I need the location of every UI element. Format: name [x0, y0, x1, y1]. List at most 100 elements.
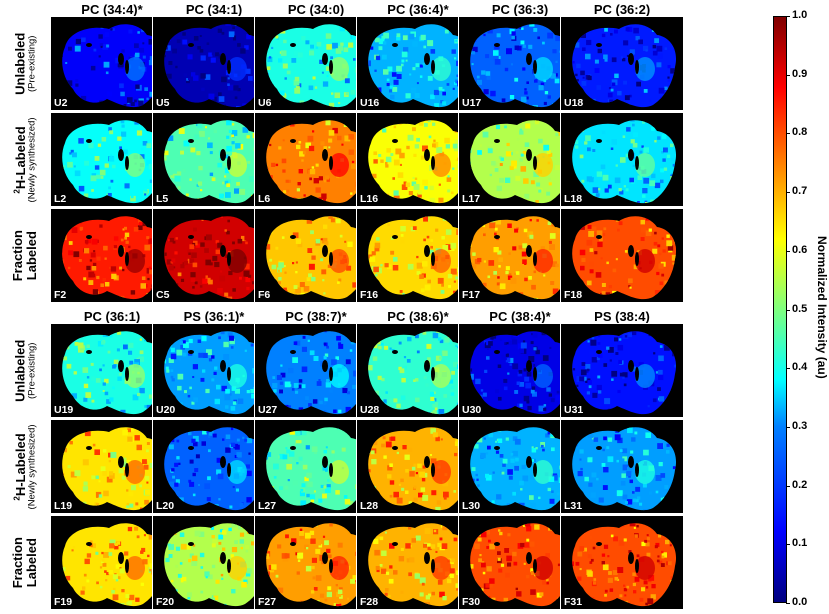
tile-label: F17	[462, 289, 481, 301]
column-title: PC (38:7)*	[285, 309, 347, 324]
column-title: PC (36:1)	[83, 309, 141, 324]
tissue-map	[62, 216, 167, 300]
row-label-main: Unlabeled	[12, 32, 28, 95]
row-label: 2H-Labeled (Newly synthesized)	[4, 419, 46, 514]
tile-label: F28	[360, 596, 379, 608]
tile-label: U28	[360, 404, 380, 416]
tissue-image: L31	[560, 419, 684, 514]
tile-label: L5	[156, 193, 169, 205]
tile-label: F18	[564, 289, 583, 301]
row-label-main: 2H-Labeled	[12, 424, 27, 509]
colorbar-tick-mark	[786, 250, 790, 252]
tissue-map	[368, 24, 473, 108]
tissue-map	[572, 216, 677, 300]
row-label-text: Fraction Labeled	[10, 229, 40, 282]
tile-label: U17	[462, 97, 482, 109]
tile-label: L6	[258, 193, 271, 205]
row-label-sub: (Pre-existing)	[25, 35, 37, 92]
colorbar-tick-label: 0.6	[792, 243, 808, 256]
tissue-map	[164, 24, 269, 108]
tile-label: U30	[462, 404, 482, 416]
tissue-map	[62, 331, 167, 415]
tissue-image: U31	[560, 323, 684, 418]
tissue-map	[572, 427, 677, 511]
tile-label: F6	[258, 289, 271, 301]
colorbar-tick-mark	[786, 544, 790, 546]
tissue-image: F18	[560, 208, 684, 303]
row-label: 2H-Labeled (Newly synthesized)	[4, 112, 46, 207]
column-title: PC (36:2)	[593, 2, 651, 17]
column-title: PS (36:1)*	[183, 309, 245, 324]
tile-label: L28	[360, 500, 379, 512]
colorbar-tick-mark	[786, 16, 790, 17]
tissue-map	[266, 523, 371, 607]
row-label-text: Fraction Labeled	[10, 537, 40, 588]
tissue-map	[164, 120, 269, 204]
tissue-map	[368, 216, 473, 300]
tissue-map	[266, 24, 371, 108]
colorbar-tick-label: 0.1	[792, 537, 808, 550]
row-label: Fraction Labeled	[4, 208, 46, 303]
column-title: PC (38:6)*	[387, 309, 449, 324]
tile-label: U5	[156, 97, 170, 109]
tissue-map	[266, 331, 371, 415]
tissue-map	[470, 120, 575, 204]
colorbar-tick-mark	[786, 74, 790, 76]
tile-label: U27	[258, 404, 278, 416]
tile-label: F27	[258, 596, 277, 608]
colorbar	[773, 16, 787, 603]
row-label: Unlabeled (Pre-existing)	[4, 16, 46, 111]
row-label: Fraction Labeled	[4, 515, 46, 610]
column-title: PS (38:4)	[594, 309, 650, 324]
tile-label: L2	[54, 193, 67, 205]
tissue-map	[368, 523, 473, 607]
row-label-sub: (Newly synthesized)	[26, 424, 37, 509]
tissue-map	[62, 523, 167, 607]
column-title: PC (34:0)	[287, 2, 345, 17]
colorbar-tick-mark	[786, 485, 790, 487]
tissue-map	[470, 523, 575, 607]
tile-label: U19	[54, 404, 74, 416]
row-label-main: Unlabeled	[12, 339, 28, 402]
tissue-map	[572, 523, 677, 607]
tissue-map	[368, 120, 473, 204]
tile-label: U20	[156, 404, 176, 416]
tissue-image: U27	[254, 323, 378, 418]
tile-label: F2	[54, 289, 67, 301]
row-label-text: Unlabeled (Pre-existing)	[12, 339, 37, 402]
tissue-map	[470, 331, 575, 415]
row-label-text: 2H-Labeled (Newly synthesized)	[12, 117, 37, 202]
colorbar-tick-mark	[786, 368, 790, 370]
tissue-image: L18	[560, 112, 684, 207]
colorbar-tick-mark	[786, 133, 790, 135]
tissue-map	[470, 216, 575, 300]
row-label-sub: (Pre-existing)	[25, 342, 37, 399]
column-title: PC (36:3)	[491, 2, 549, 17]
colorbar-tick-label: 0.3	[792, 419, 808, 432]
tile-label: U6	[258, 97, 272, 109]
tile-label: U16	[360, 97, 380, 109]
column-title: PC (38:4)*	[489, 309, 551, 324]
tile-label: U18	[564, 97, 584, 109]
row-label-line2: Labeled	[24, 230, 40, 281]
row-label-line2: Labeled	[24, 537, 40, 588]
row-label-main-text: H-Labeled	[12, 125, 28, 189]
colorbar-tick-label: 0.4	[792, 361, 808, 374]
tissue-map	[572, 331, 677, 415]
colorbar-tick-label: 0.5	[792, 302, 808, 315]
colorbar-tick-label: 0.9	[792, 67, 808, 80]
tile-label: L27	[258, 500, 277, 512]
tissue-map	[266, 216, 371, 300]
tile-label: L20	[156, 500, 175, 512]
colorbar-tick-mark	[786, 603, 790, 604]
row-label-line1: Fraction	[10, 229, 26, 282]
colorbar-tick-label: 0.2	[792, 478, 808, 491]
colorbar-tick-label: 0.8	[792, 126, 808, 139]
row-label-main: 2H-Labeled	[12, 117, 28, 202]
colorbar-tick-mark	[786, 192, 790, 194]
tissue-map	[572, 24, 677, 108]
tile-label: L19	[54, 500, 73, 512]
tile-label: F31	[564, 596, 583, 608]
tile-label: L17	[462, 193, 481, 205]
